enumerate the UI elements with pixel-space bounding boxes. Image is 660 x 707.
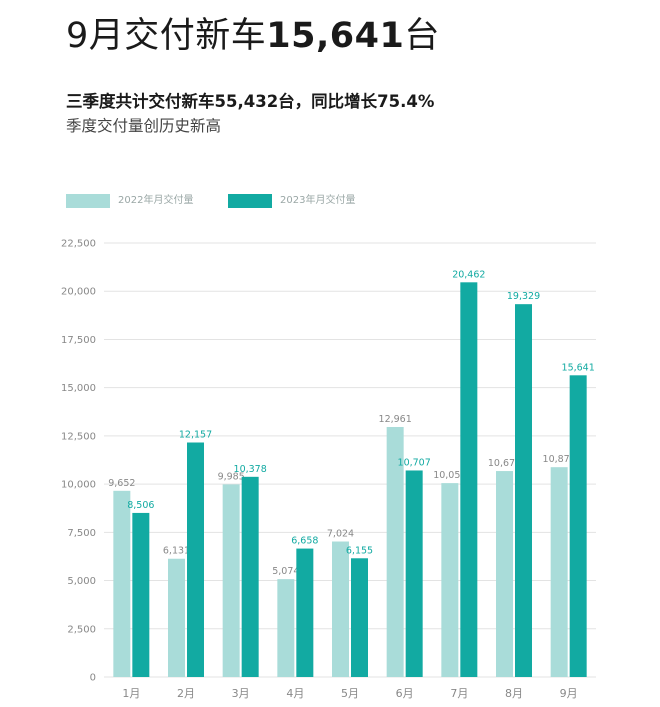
- bar-value-label: 10,052: [433, 470, 466, 481]
- bar-2023: [241, 476, 259, 677]
- bar-value-label: 19,329: [507, 291, 540, 302]
- bar-value-label: 8,506: [127, 500, 154, 511]
- bar-value-label: 10,677: [488, 458, 521, 469]
- y-tick-label: 10,000: [61, 480, 96, 491]
- title-suffix: 台: [404, 16, 440, 56]
- x-tick-label: 4月: [286, 687, 304, 700]
- y-tick-label: 12,500: [61, 431, 96, 442]
- x-tick-label: 3月: [232, 687, 250, 700]
- bar-2023: [132, 512, 150, 677]
- bar-2023: [405, 470, 423, 677]
- x-tick-label: 7月: [450, 687, 468, 700]
- y-tick-label: 20,000: [61, 287, 96, 298]
- bar-2023: [351, 558, 368, 677]
- legend-label-2022: 2022年月交付量: [118, 195, 194, 206]
- bar-2023: [515, 304, 532, 677]
- x-tick-label: 6月: [396, 687, 414, 700]
- bar-2023: [296, 548, 314, 677]
- bar-value-label: 6,658: [291, 536, 318, 547]
- bar-value-label: 9,985: [218, 471, 245, 482]
- bar-value-label: 15,641: [562, 362, 595, 373]
- bar-2022: [168, 558, 185, 677]
- bar-2022: [277, 579, 295, 677]
- bar-2022: [496, 471, 513, 677]
- bar-value-label: 20,462: [452, 269, 485, 280]
- x-tick-label: 1月: [122, 687, 140, 700]
- y-tick-label: 0: [90, 673, 96, 684]
- bar-2022: [332, 541, 349, 677]
- bar-2022: [441, 483, 459, 677]
- bar-value-label: 12,157: [179, 430, 212, 441]
- legend-swatch-2023: [228, 194, 272, 208]
- x-tick-label: 5月: [341, 687, 359, 700]
- y-tick-label: 22,500: [61, 239, 96, 250]
- bar-2023: [569, 375, 587, 677]
- bar-value-label: 7,024: [327, 529, 354, 540]
- bar-2022: [386, 426, 404, 677]
- title-prefix: 9月交付新车: [66, 16, 267, 56]
- bar-2022: [550, 467, 568, 677]
- bar-value-label: 9,652: [108, 478, 135, 489]
- page-subline: 季度交付量创历史新高: [66, 117, 222, 135]
- y-tick-label: 2,500: [67, 624, 96, 635]
- bar-value-label: 10,878: [543, 454, 576, 465]
- bar-value-label: 10,707: [398, 457, 431, 468]
- bar-2022: [113, 490, 131, 677]
- legend-label-2023: 2023年月交付量: [280, 195, 356, 206]
- bar-2022: [222, 484, 240, 677]
- page-title: 9月交付新车15,641台: [66, 14, 440, 58]
- bar-value-label: 6,131: [163, 546, 190, 557]
- y-tick-label: 7,500: [67, 528, 96, 539]
- title-number: 15,641: [266, 16, 405, 56]
- page-subtitle: 三季度共计交付新车55,432台，同比增长75.4%: [66, 92, 435, 111]
- bar-value-label: 5,074: [272, 566, 299, 577]
- x-tick-label: 2月: [177, 687, 195, 700]
- x-tick-label: 8月: [505, 687, 523, 700]
- bar-2023: [187, 442, 204, 677]
- bar-2023: [460, 282, 478, 677]
- y-tick-label: 17,500: [61, 335, 96, 346]
- bar-value-label: 6,155: [346, 545, 373, 556]
- y-tick-label: 15,000: [61, 383, 96, 394]
- y-tick-label: 5,000: [67, 576, 96, 587]
- bar-value-label: 12,961: [379, 414, 412, 425]
- legend-swatch-2022: [66, 194, 110, 208]
- bar-value-label: 10,378: [234, 464, 267, 475]
- x-tick-label: 9月: [560, 687, 578, 700]
